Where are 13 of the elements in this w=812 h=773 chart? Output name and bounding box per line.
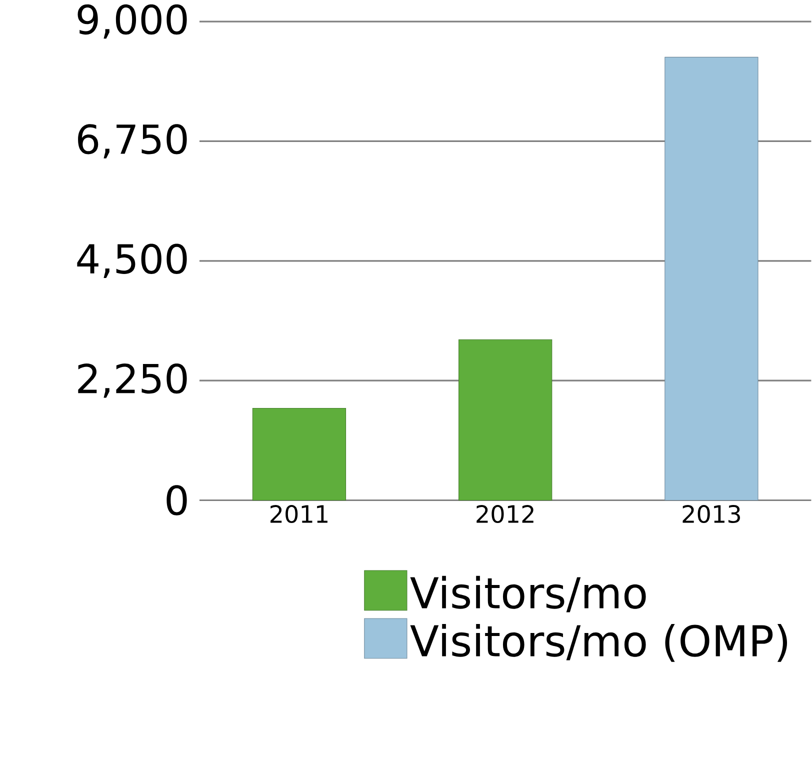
y-tick-label: 9,000 [78, 4, 187, 39]
y-tick-label: 4,500 [77, 244, 187, 278]
y-tick-label: 6,750 [78, 124, 187, 158]
bar [458, 339, 552, 501]
bar [664, 56, 758, 501]
x-tick-label: 2011 [270, 505, 328, 524]
legend-label: Visitors/mo [410, 576, 646, 612]
legend-label: Visitors/mo (OMP) [410, 624, 788, 662]
y-tick-label: 0 [166, 485, 187, 516]
x-tick-label: 2013 [682, 505, 740, 524]
x-tick-label: 2012 [476, 505, 534, 524]
bar [252, 408, 346, 501]
y-tick-label: 2,250 [78, 364, 187, 398]
